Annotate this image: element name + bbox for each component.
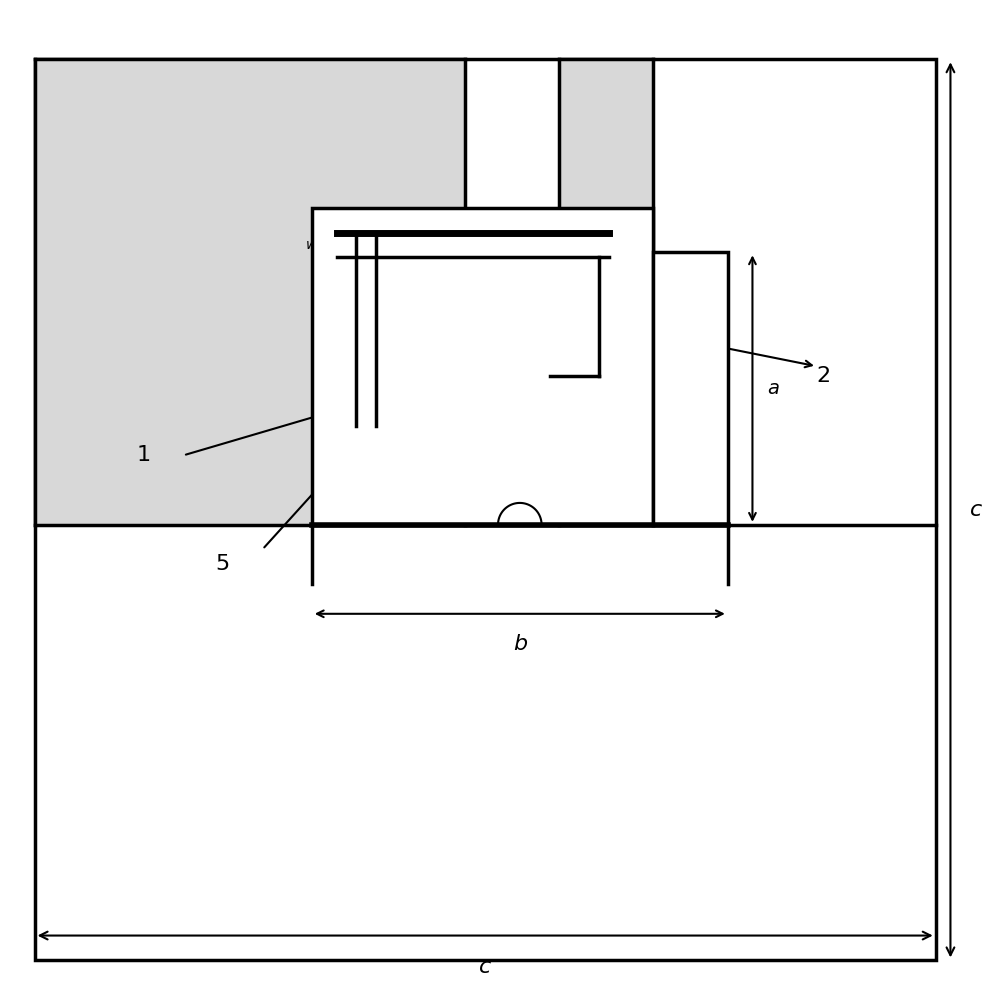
- Text: 1: 1: [137, 446, 151, 465]
- Text: c: c: [970, 500, 982, 520]
- Text: $L_0$: $L_0$: [479, 294, 497, 314]
- Text: a: a: [767, 379, 779, 398]
- Text: w: w: [305, 238, 317, 252]
- Bar: [312, 208, 653, 525]
- Text: 2: 2: [817, 366, 831, 386]
- Text: 5: 5: [216, 554, 230, 574]
- Bar: [653, 252, 728, 525]
- Text: L: L: [634, 308, 643, 326]
- Bar: [559, 59, 653, 525]
- Bar: [35, 59, 465, 525]
- Text: c: c: [479, 957, 491, 977]
- Text: w: w: [394, 463, 408, 481]
- Text: b: b: [513, 634, 527, 653]
